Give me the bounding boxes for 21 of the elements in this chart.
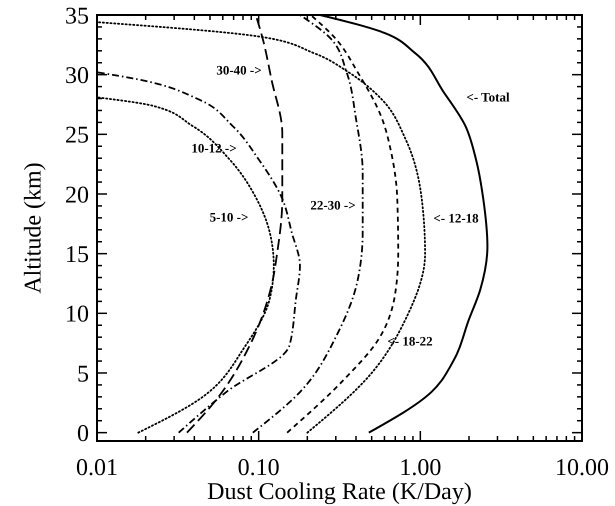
x-axis-title: Dust Cooling Rate (K/Day) bbox=[207, 479, 472, 505]
y-tick-label: 10 bbox=[65, 302, 89, 328]
y-axis-title: Altitude (km) bbox=[20, 162, 46, 294]
annotation: 10-12 -> bbox=[191, 140, 237, 156]
annotation: 5-10 -> bbox=[210, 210, 248, 225]
y-tick-label: 25 bbox=[65, 122, 89, 149]
annotation: <- Total bbox=[466, 90, 510, 105]
y-tick-label: 35 bbox=[65, 3, 89, 30]
annotation: <- 12-18 bbox=[433, 210, 480, 226]
y-tick-label: 15 bbox=[65, 242, 89, 268]
annotation: <- 18-22 bbox=[387, 334, 433, 349]
y-tick-label: 30 bbox=[65, 63, 89, 90]
y-tick-label: 5 bbox=[77, 361, 89, 388]
x-tick-label: 0.01 bbox=[76, 455, 118, 481]
annotation: 30-40 -> bbox=[216, 62, 262, 78]
x-tick-label: 0.10 bbox=[238, 455, 280, 481]
x-tick-label: 1.00 bbox=[399, 455, 442, 481]
annotation: 22-30 -> bbox=[310, 198, 356, 213]
y-tick-label: 0 bbox=[77, 421, 89, 448]
x-tick-label: 10.00 bbox=[555, 455, 609, 481]
y-tick-label: 20 bbox=[65, 182, 89, 208]
